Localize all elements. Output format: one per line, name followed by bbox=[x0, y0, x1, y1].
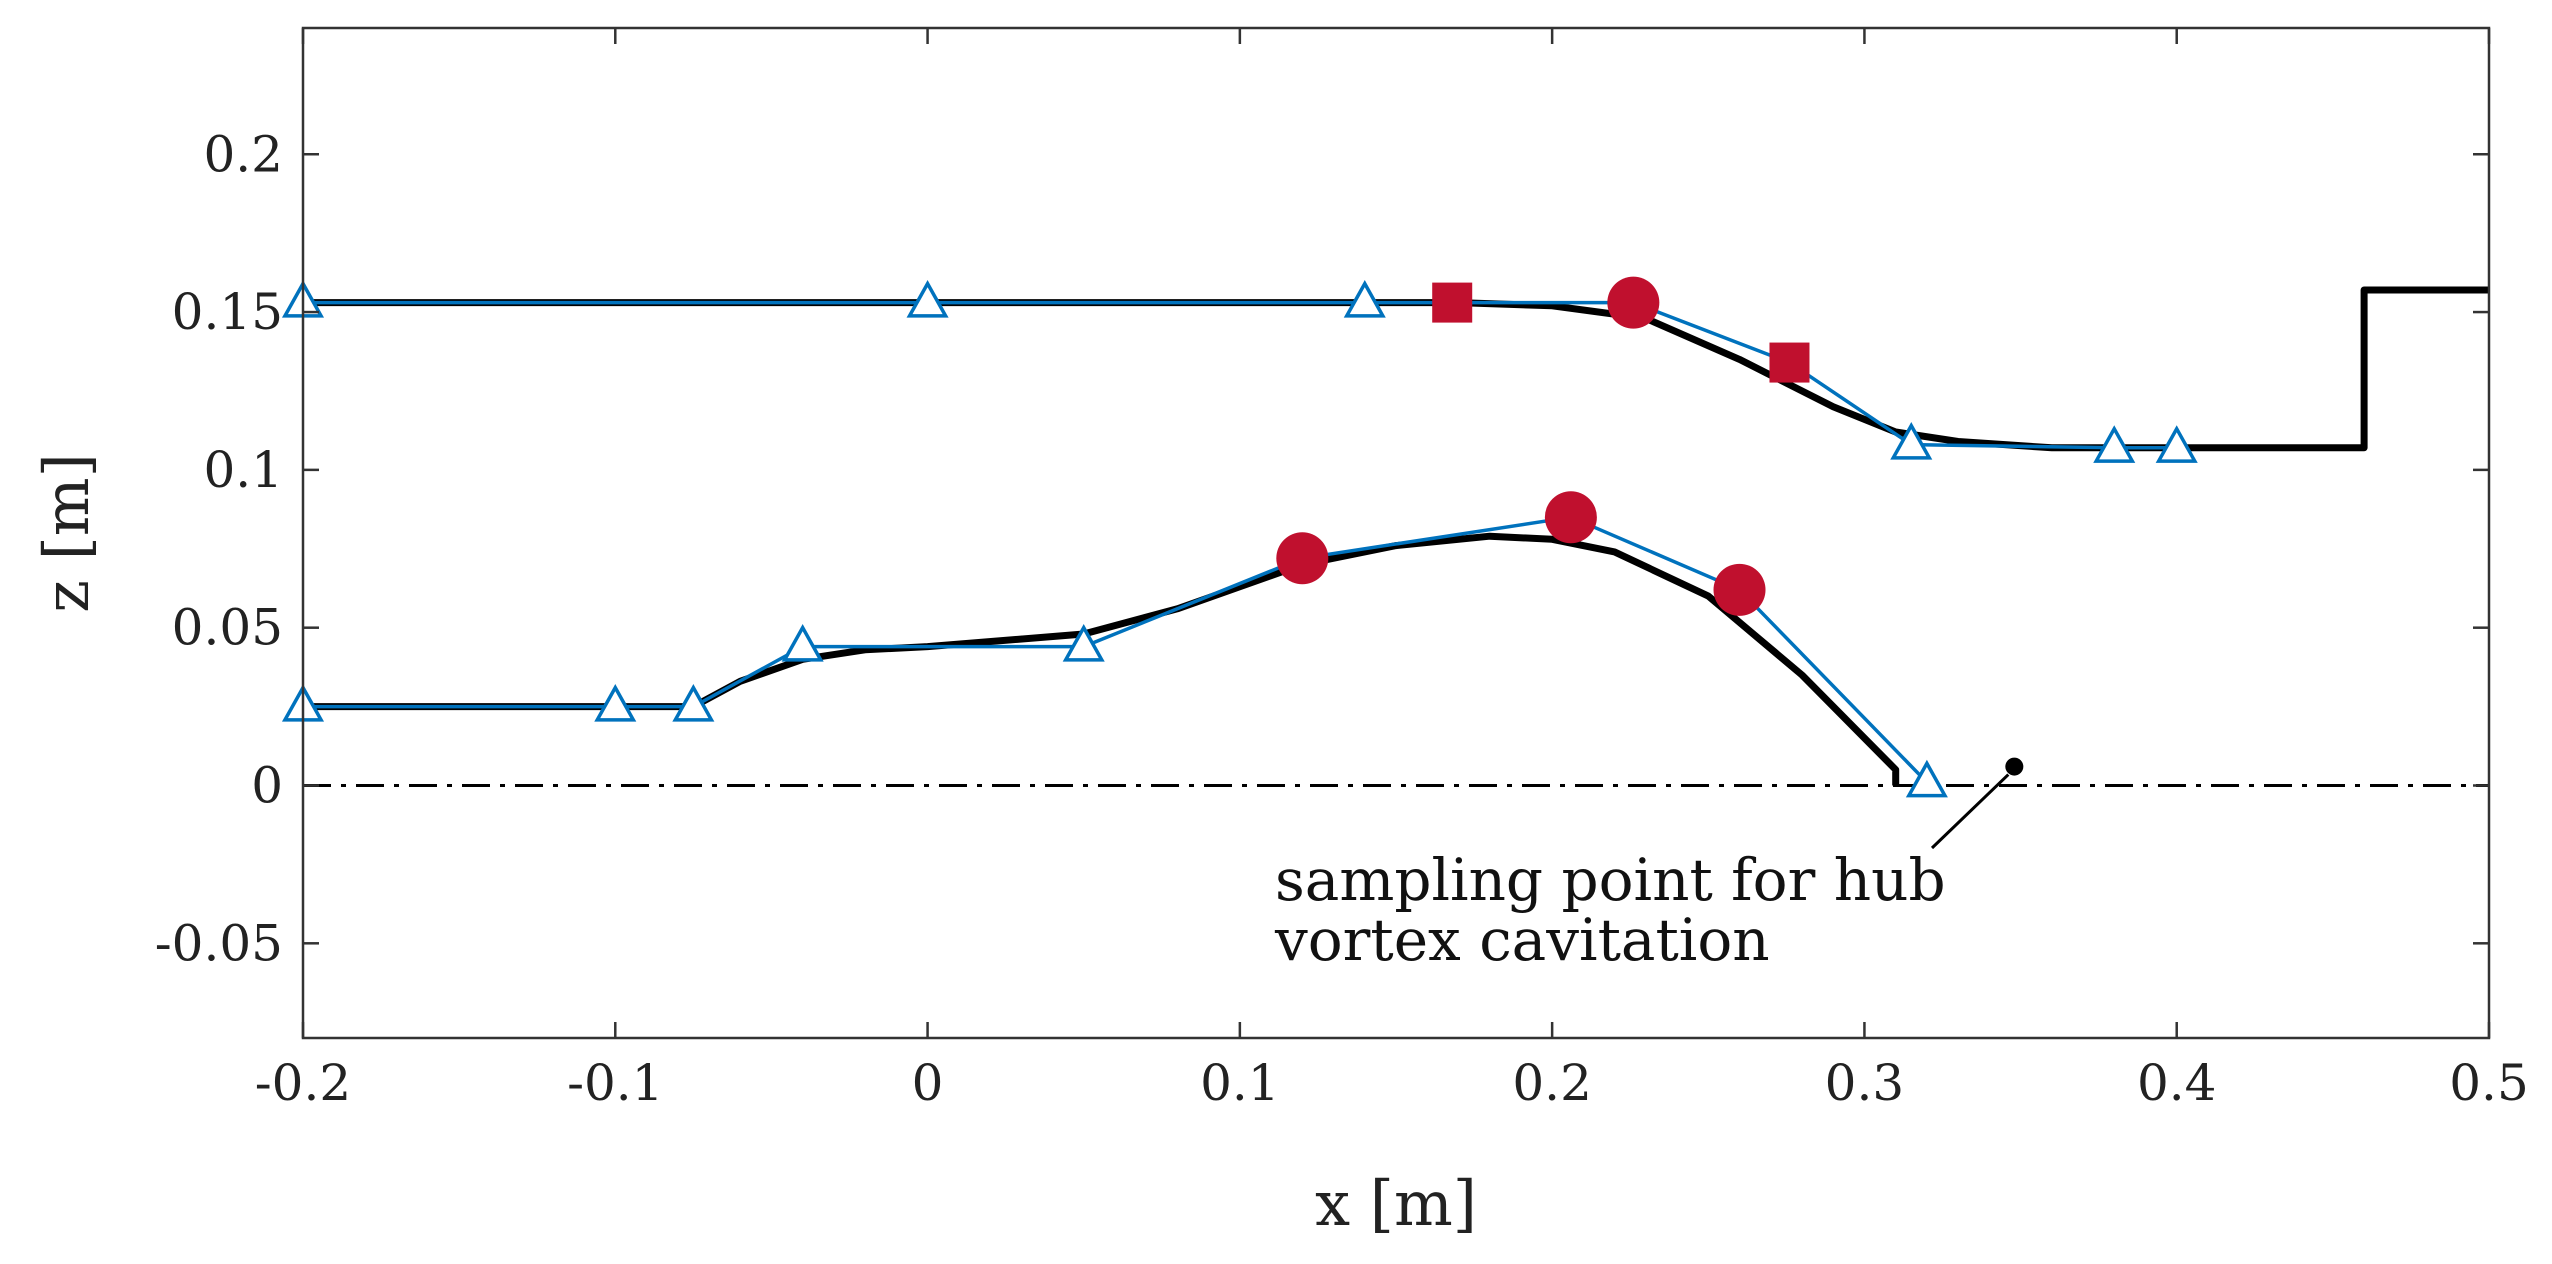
marker-layer bbox=[281, 276, 2198, 798]
triangle-marker bbox=[1343, 280, 1386, 318]
circle-marker bbox=[1713, 563, 1766, 616]
y-tick-label: 0.05 bbox=[172, 599, 283, 657]
y-tick-label: 0.2 bbox=[203, 125, 283, 183]
plot-frame bbox=[301, 26, 2491, 1040]
triangle-marker bbox=[1890, 422, 1933, 460]
triangle-marker bbox=[672, 684, 715, 722]
annotation-text-line-1: sampling point for hub bbox=[1275, 846, 1946, 914]
triangle-marker bbox=[594, 684, 637, 722]
x-tick-label: 0.5 bbox=[2449, 1054, 2529, 1112]
y-tick-label: 0.15 bbox=[172, 283, 283, 341]
y-tick-label: -0.05 bbox=[155, 914, 283, 972]
y-tick-label: 0 bbox=[251, 757, 283, 815]
triangle-marker bbox=[1062, 624, 1105, 662]
triangle-marker bbox=[2093, 425, 2136, 463]
x-tick-label: 0 bbox=[912, 1054, 944, 1112]
triangle-marker bbox=[2155, 425, 2198, 463]
x-tick-label: 0.2 bbox=[1512, 1054, 1592, 1112]
tick-layer: -0.2 -0.1 0 0.1 0.2 0.3 0.4 0.5 -0.05 0 0.05 0.1 0.1… bbox=[155, 28, 2529, 1112]
annotation-layer: sampling point for hub vortex cavitation bbox=[1274, 757, 2024, 974]
x-tick-label: -0.2 bbox=[255, 1054, 351, 1112]
y-axis-label: z [m] bbox=[30, 453, 103, 613]
triangle-marker bbox=[781, 624, 824, 662]
square-marker bbox=[1432, 282, 1473, 323]
plot-background bbox=[303, 28, 2489, 1038]
circle-marker bbox=[1607, 276, 1660, 329]
y-tick-label: 0.1 bbox=[203, 441, 283, 499]
triangle-marker bbox=[1905, 759, 1948, 798]
sampling-point-marker bbox=[2005, 757, 2024, 776]
circle-marker bbox=[1276, 532, 1329, 585]
x-axis-label: x [m] bbox=[1315, 1167, 1477, 1240]
annotation-text-line-2: vortex cavitation bbox=[1274, 906, 1770, 974]
x-tick-label: 0.4 bbox=[2137, 1054, 2217, 1112]
x-tick-label: 0.1 bbox=[1200, 1054, 1280, 1112]
square-marker bbox=[1769, 342, 1810, 383]
x-tick-label: -0.1 bbox=[567, 1054, 663, 1112]
circle-marker bbox=[1544, 491, 1597, 544]
x-tick-label: 0.3 bbox=[1825, 1054, 1905, 1112]
triangle-marker bbox=[906, 280, 949, 318]
annotation-leader-line bbox=[1930, 773, 2010, 850]
